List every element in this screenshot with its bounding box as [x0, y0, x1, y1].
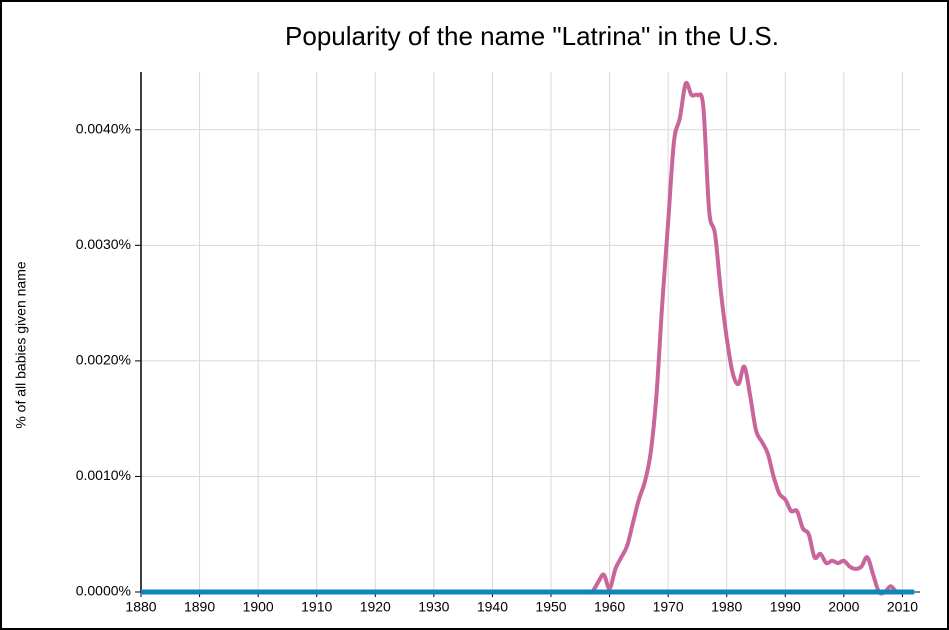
y-tick-label: 0.0010%	[76, 467, 131, 483]
x-tick-label: 1950	[535, 599, 566, 615]
x-tick-label: 1980	[711, 599, 742, 615]
y-axis-label: % of all babies given name	[13, 261, 29, 429]
x-tick-label: 1900	[243, 599, 274, 615]
x-tick-label: 1970	[653, 599, 684, 615]
x-tick-label: 1990	[770, 599, 801, 615]
x-tick-label: 1890	[184, 599, 215, 615]
x-tick-label: 2010	[887, 599, 918, 615]
y-tick-label: 0.0030%	[76, 236, 131, 252]
x-tick-label: 1940	[477, 599, 508, 615]
chart-title: Popularity of the name "Latrina" in the …	[285, 21, 779, 51]
line-series	[585, 80, 915, 596]
y-tick-label: 0.0020%	[76, 352, 131, 368]
y-tick-label: 0.0000%	[76, 583, 131, 599]
x-tick-label: 1930	[418, 599, 449, 615]
x-tick-label: 1960	[594, 599, 625, 615]
x-tick-label: 1880	[125, 599, 156, 615]
x-tick-label: 2000	[828, 599, 859, 615]
x-tick-label: 1910	[301, 599, 332, 615]
y-tick-label: 0.0040%	[76, 120, 131, 136]
x-tick-label: 1920	[360, 599, 391, 615]
